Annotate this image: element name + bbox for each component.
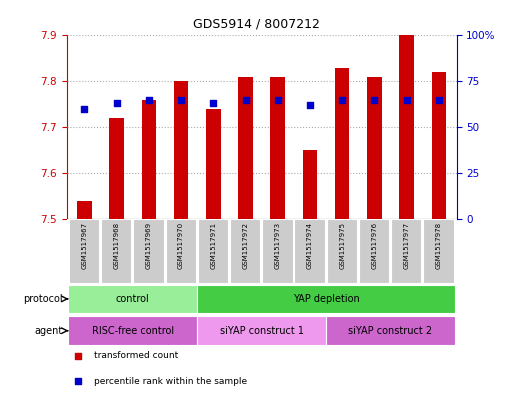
Bar: [197, 316, 326, 345]
Point: [306, 102, 314, 108]
Bar: [101, 219, 131, 283]
Bar: [391, 219, 422, 283]
Bar: [262, 219, 292, 283]
Text: GSM1517976: GSM1517976: [371, 222, 378, 269]
Text: GSM1517967: GSM1517967: [82, 222, 87, 269]
Bar: [423, 219, 453, 283]
Text: YAP depletion: YAP depletion: [293, 294, 360, 304]
Text: agent: agent: [34, 326, 63, 336]
Bar: [174, 81, 188, 219]
Bar: [303, 150, 317, 219]
Bar: [326, 316, 455, 345]
Point: [338, 97, 346, 103]
Bar: [230, 219, 260, 283]
Text: GSM1517973: GSM1517973: [275, 222, 281, 269]
Bar: [238, 77, 253, 219]
Point: [74, 353, 83, 359]
Point: [403, 97, 411, 103]
Text: siYAP construct 2: siYAP construct 2: [348, 326, 432, 336]
Point: [435, 97, 443, 103]
Point: [273, 97, 282, 103]
Text: GSM1517977: GSM1517977: [404, 222, 409, 269]
Point: [209, 100, 218, 107]
Text: percentile rank within the sample: percentile rank within the sample: [94, 377, 247, 386]
Bar: [367, 77, 382, 219]
Bar: [142, 100, 156, 219]
Bar: [198, 219, 228, 283]
Bar: [68, 316, 197, 345]
Point: [177, 97, 185, 103]
Point: [81, 106, 89, 112]
Text: GSM1517971: GSM1517971: [210, 222, 216, 269]
Bar: [68, 285, 197, 313]
Point: [145, 97, 153, 103]
Text: control: control: [116, 294, 150, 304]
Bar: [206, 109, 221, 219]
Bar: [166, 219, 196, 283]
Text: GSM1517974: GSM1517974: [307, 222, 313, 269]
Bar: [431, 72, 446, 219]
Text: GSM1517972: GSM1517972: [243, 222, 248, 269]
Text: GSM1517969: GSM1517969: [146, 222, 152, 269]
Text: RISC-free control: RISC-free control: [92, 326, 174, 336]
Text: GSM1517968: GSM1517968: [114, 222, 120, 269]
Bar: [77, 201, 92, 219]
Bar: [109, 118, 124, 219]
Point: [112, 100, 121, 107]
Bar: [197, 285, 455, 313]
Text: GSM1517975: GSM1517975: [339, 222, 345, 269]
Text: GSM1517970: GSM1517970: [178, 222, 184, 269]
Bar: [400, 35, 414, 219]
Text: GSM1517978: GSM1517978: [436, 222, 442, 269]
Bar: [359, 219, 389, 283]
Point: [242, 97, 250, 103]
Bar: [327, 219, 357, 283]
Text: GDS5914 / 8007212: GDS5914 / 8007212: [193, 18, 320, 31]
Bar: [270, 77, 285, 219]
Bar: [69, 219, 99, 283]
Text: transformed count: transformed count: [94, 351, 178, 360]
Point: [74, 378, 83, 385]
Text: siYAP construct 1: siYAP construct 1: [220, 326, 304, 336]
Text: protocol: protocol: [23, 294, 63, 304]
Bar: [133, 219, 164, 283]
Bar: [335, 68, 349, 219]
Point: [370, 97, 379, 103]
Bar: [294, 219, 325, 283]
